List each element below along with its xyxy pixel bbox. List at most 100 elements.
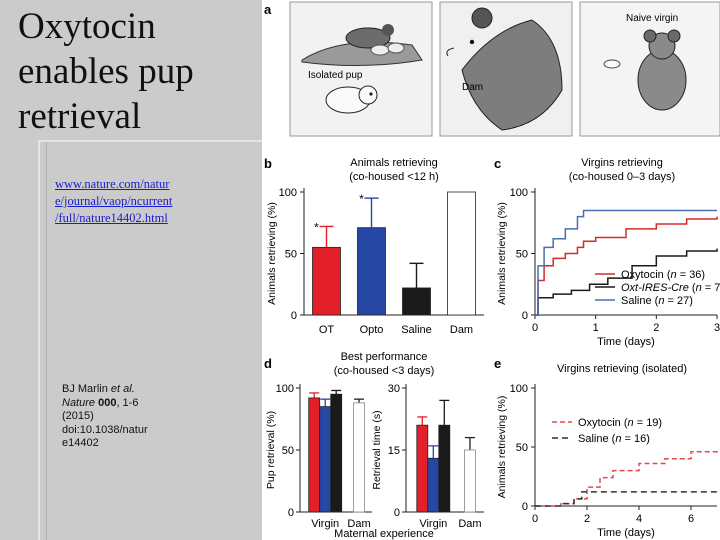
bar-saline bbox=[402, 287, 431, 316]
y-axis-label: Pup retrieval (%) bbox=[265, 411, 277, 489]
bar-dam bbox=[447, 191, 476, 316]
panel-letter-a: a bbox=[264, 2, 272, 17]
legend-n: ( bbox=[652, 295, 659, 307]
bar-virgin bbox=[308, 397, 321, 513]
legend-series-name: Oxytocin bbox=[578, 417, 621, 429]
label-dam: Dam bbox=[462, 82, 483, 93]
legend-n: ( bbox=[609, 433, 616, 445]
series-line-2 bbox=[535, 209, 717, 316]
title-line: enables pup bbox=[18, 51, 194, 92]
citation-doi: doi:10.1038/natur bbox=[62, 423, 148, 436]
chart-e: e Virgins retrieving (isolated) 0 50 100 0 2 4 6… bbox=[494, 356, 718, 539]
panel-a-illustrations: a Isolated pup Dam Naive virgin bbox=[264, 1, 720, 137]
dam-illustration: Dam bbox=[439, 1, 573, 137]
y-tick-label: 100 bbox=[510, 383, 528, 395]
article-link[interactable]: www.nature.com/natur e/journal/vaop/ncur… bbox=[55, 176, 207, 227]
citation-doi: e14402 bbox=[62, 437, 99, 449]
slide-title: Oxytocin enables pup retrieval bbox=[18, 4, 258, 139]
series-line-1 bbox=[535, 491, 717, 507]
bar-virgin bbox=[319, 406, 332, 513]
legend-n-value: = 36) bbox=[677, 269, 705, 281]
significance-mark: * bbox=[359, 192, 364, 206]
series-line-0 bbox=[535, 449, 718, 507]
legend-n-value: = 7) bbox=[702, 282, 720, 294]
chart-subtitle: (co-housed 0–3 days) bbox=[569, 171, 675, 183]
legend-entry: Saline (n = 27) bbox=[621, 295, 693, 307]
significance-mark: * bbox=[314, 220, 319, 234]
bar-dam bbox=[353, 402, 365, 513]
decor-line bbox=[38, 140, 262, 142]
y-tick-label: 50 bbox=[282, 445, 294, 457]
y-tick-label: 0 bbox=[288, 507, 294, 519]
chart-title: Animals retrieving bbox=[350, 157, 437, 169]
legend-n: ( bbox=[664, 269, 671, 281]
legend-n-value: = 16) bbox=[621, 433, 649, 445]
chart-subtitle: (co-housed <12 h) bbox=[349, 171, 439, 183]
bar-opto bbox=[357, 227, 386, 316]
bar-virgin bbox=[330, 393, 343, 513]
y-tick-label: 100 bbox=[279, 187, 297, 199]
bar-dam bbox=[464, 449, 476, 513]
figure-charts: b Animals retrieving (co-housed <12 h) 0 50 1… bbox=[264, 156, 720, 540]
legend-series-name: Saline bbox=[578, 433, 609, 445]
citation: BJ Marlin et al. Nature 000, 1-6 (2015) … bbox=[62, 383, 172, 451]
legend-entry: Oxt-IRES-Cre (n = 7) bbox=[621, 282, 720, 294]
legend-n-value: = 19) bbox=[634, 417, 662, 429]
y-axis-label: Animals retrieving (%) bbox=[496, 202, 508, 305]
legend-n: n bbox=[671, 269, 677, 281]
link-line[interactable]: www.nature.com/natur bbox=[55, 177, 170, 191]
chart-title: Virgins retrieving (isolated) bbox=[557, 363, 687, 375]
legend-n: ( bbox=[689, 282, 696, 294]
x-tick-label: Saline bbox=[401, 324, 432, 336]
link-line[interactable]: e/journal/vaop/ncurrent bbox=[55, 194, 173, 208]
bar-ot bbox=[312, 246, 341, 316]
bar-virgin bbox=[416, 424, 429, 513]
x-tick-label: Dam bbox=[347, 518, 370, 530]
legend-entry: Oxytocin (n = 19) bbox=[578, 417, 662, 429]
x-tick-label: 6 bbox=[688, 513, 694, 525]
panel-letter-c: c bbox=[494, 156, 501, 171]
label-naive-virgin: Naive virgin bbox=[626, 13, 678, 24]
label-isolated-pup: Isolated pup bbox=[308, 70, 363, 81]
x-tick-label: 1 bbox=[593, 322, 599, 334]
legend-n: n bbox=[658, 295, 664, 307]
decor-line bbox=[46, 140, 47, 540]
x-axis-label: Time (days) bbox=[597, 336, 655, 348]
y-axis-label: Retrieval time (s) bbox=[371, 410, 383, 489]
citation-journal: Nature 000, 1-6 bbox=[62, 396, 139, 409]
y-tick-label: 0 bbox=[522, 501, 528, 513]
y-tick-label: 15 bbox=[388, 445, 400, 457]
x-tick-label: Dam bbox=[458, 518, 481, 530]
x-tick-label: 0 bbox=[532, 513, 538, 525]
y-tick-label: 50 bbox=[516, 442, 528, 454]
chart-d: d Best performance (co-housed <3 days) Mate… bbox=[264, 351, 484, 540]
title-line: retrieval bbox=[18, 96, 142, 137]
x-tick-label: Opto bbox=[360, 324, 384, 336]
legend-n: n bbox=[615, 433, 621, 445]
chart-c: c Virgins retrieving (co-housed 0–3 days) 0… bbox=[494, 156, 720, 348]
x-tick-label: 2 bbox=[653, 322, 659, 334]
x-tick-label: 3 bbox=[714, 322, 720, 334]
isolated-pup-illustration: Isolated pup bbox=[289, 1, 433, 137]
x-tick-label: Dam bbox=[450, 324, 473, 336]
y-axis-label: Animals retrieving (%) bbox=[266, 202, 278, 305]
y-tick-label: 30 bbox=[388, 383, 400, 395]
series-line-1 bbox=[535, 248, 718, 316]
x-tick-label: Virgin bbox=[419, 518, 447, 530]
chart-subtitle: (co-housed <3 days) bbox=[334, 365, 435, 377]
legend-series-name: Oxytocin bbox=[621, 269, 664, 281]
legend-series-name: Oxt-IRES-Cre bbox=[621, 282, 689, 294]
citation-year: (2015) bbox=[62, 410, 94, 422]
panel-letter-b: b bbox=[264, 156, 272, 171]
x-axis-label: Time (days) bbox=[597, 527, 655, 539]
y-tick-label: 0 bbox=[522, 310, 528, 322]
link-line[interactable]: /full/nature14402.html bbox=[55, 211, 168, 225]
legend-n: n bbox=[696, 282, 702, 294]
y-axis-label: Animals retrieving (%) bbox=[496, 396, 508, 499]
legend-n-value: = 27) bbox=[664, 295, 692, 307]
decor-line bbox=[38, 140, 40, 540]
y-tick-label: 100 bbox=[276, 383, 294, 395]
x-axis-label: Maternal experience bbox=[334, 528, 434, 540]
panel-letter-d: d bbox=[264, 356, 272, 371]
x-tick-label: OT bbox=[319, 324, 335, 336]
